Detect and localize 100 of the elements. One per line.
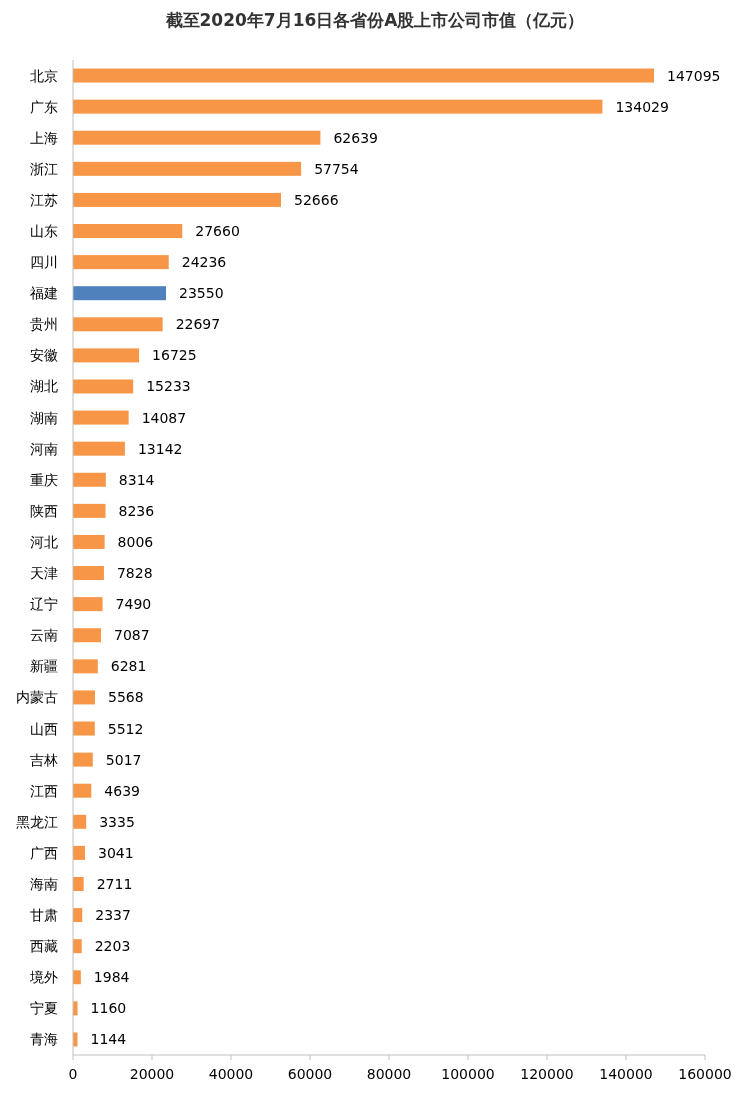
bar [73, 130, 321, 145]
y-tick-label: 海南 [30, 875, 58, 892]
x-tick-label: 40000 [208, 1066, 254, 1082]
x-tick-label: 120000 [520, 1066, 574, 1082]
y-tick-label: 山西 [30, 720, 58, 737]
bar [73, 410, 129, 425]
y-tick-label: 河南 [30, 440, 58, 457]
bar [73, 503, 106, 518]
bar [73, 255, 169, 270]
data-label: 147095 [667, 67, 721, 84]
bar [73, 68, 655, 83]
data-label: 24236 [181, 254, 227, 271]
y-tick-label: 重庆 [30, 471, 58, 488]
data-label: 5017 [105, 751, 142, 768]
data-label: 7087 [113, 627, 150, 644]
data-label: 15233 [146, 378, 191, 395]
y-tick-label: 陕西 [30, 502, 58, 519]
data-label: 2711 [96, 875, 133, 892]
y-tick-label: 河北 [30, 533, 58, 550]
y-tick-label: 四川 [30, 254, 58, 271]
chart-title: 截至2020年7月16日各省份A股上市公司市值（亿元） [164, 10, 585, 30]
bar [73, 99, 603, 114]
x-tick-label: 100000 [441, 1066, 495, 1082]
x-tick-label: 140000 [599, 1066, 653, 1082]
data-label: 2337 [95, 907, 131, 924]
y-tick-label: 云南 [30, 627, 58, 644]
data-label: 8006 [117, 533, 154, 550]
y-tick-label: 甘肃 [30, 907, 58, 924]
data-label: 134029 [615, 98, 669, 115]
data-label: 14087 [141, 409, 187, 426]
data-label: 7490 [115, 596, 152, 613]
y-tick-label: 浙江 [30, 160, 58, 177]
data-label: 5568 [107, 689, 144, 706]
y-tick-label: 青海 [30, 1031, 58, 1048]
x-tick-label: 80000 [366, 1066, 412, 1082]
y-tick-label: 安徽 [30, 347, 58, 364]
data-label: 3335 [99, 813, 135, 830]
data-label: 22697 [175, 316, 221, 333]
data-label: 62639 [333, 129, 378, 146]
data-label: 27660 [195, 223, 240, 240]
bar [73, 161, 302, 176]
y-tick-label: 西藏 [30, 938, 58, 955]
bar [73, 379, 134, 394]
y-tick-label: 吉林 [30, 751, 58, 768]
data-label: 13142 [137, 440, 183, 457]
y-tick-label: 湖北 [30, 378, 58, 395]
y-tick-label: 宁夏 [30, 1000, 58, 1017]
x-tick-label: 0 [68, 1066, 78, 1082]
bar [73, 441, 125, 456]
bar [73, 192, 282, 207]
bar [73, 876, 84, 891]
bar [73, 317, 163, 332]
x-tick-label: 160000 [678, 1066, 732, 1082]
bar [73, 845, 86, 860]
bar [73, 783, 92, 798]
data-label: 52666 [294, 191, 339, 208]
data-label: 3041 [98, 844, 134, 861]
data-label: 1160 [90, 1000, 127, 1017]
y-tick-label: 贵州 [30, 316, 58, 333]
data-label: 4639 [104, 782, 140, 799]
data-label: 5512 [107, 720, 144, 737]
y-tick-label: 黑龙江 [16, 813, 58, 830]
y-tick-label: 江苏 [30, 191, 58, 208]
bar [73, 752, 93, 767]
y-tick-label: 福建 [30, 285, 58, 302]
bar [73, 472, 106, 487]
y-tick-label: 辽宁 [30, 596, 58, 613]
bar [73, 690, 95, 705]
bar [73, 939, 82, 954]
data-label: 7828 [116, 565, 153, 582]
data-label: 2203 [94, 938, 131, 955]
y-tick-label: 天津 [30, 565, 58, 582]
x-tick-label: 60000 [287, 1066, 333, 1082]
data-label: 1144 [90, 1031, 127, 1048]
y-tick-label: 广东 [30, 98, 58, 115]
bar [73, 348, 140, 363]
data-label: 1984 [93, 969, 130, 986]
bar [73, 628, 101, 643]
y-tick-label: 内蒙古 [16, 689, 58, 706]
bar [73, 534, 105, 549]
bar [73, 721, 95, 736]
y-tick-label: 新疆 [30, 658, 58, 675]
bar [73, 597, 103, 612]
data-label: 16725 [152, 347, 197, 364]
data-label: 6281 [110, 658, 147, 675]
bar [73, 659, 98, 674]
y-tick-label: 江西 [30, 782, 58, 799]
data-label: 8236 [118, 502, 155, 519]
bar [73, 224, 183, 239]
y-tick-label: 境外 [29, 969, 58, 986]
y-tick-label: 湖南 [30, 409, 58, 426]
bar [73, 286, 167, 301]
data-label: 57754 [314, 160, 359, 177]
data-label: 8314 [118, 471, 155, 488]
y-tick-label: 山东 [30, 223, 58, 240]
bar [73, 814, 87, 829]
y-tick-label: 广西 [30, 844, 58, 861]
bar [73, 566, 104, 581]
y-tick-label: 上海 [30, 129, 58, 146]
y-tick-label: 北京 [30, 67, 58, 84]
